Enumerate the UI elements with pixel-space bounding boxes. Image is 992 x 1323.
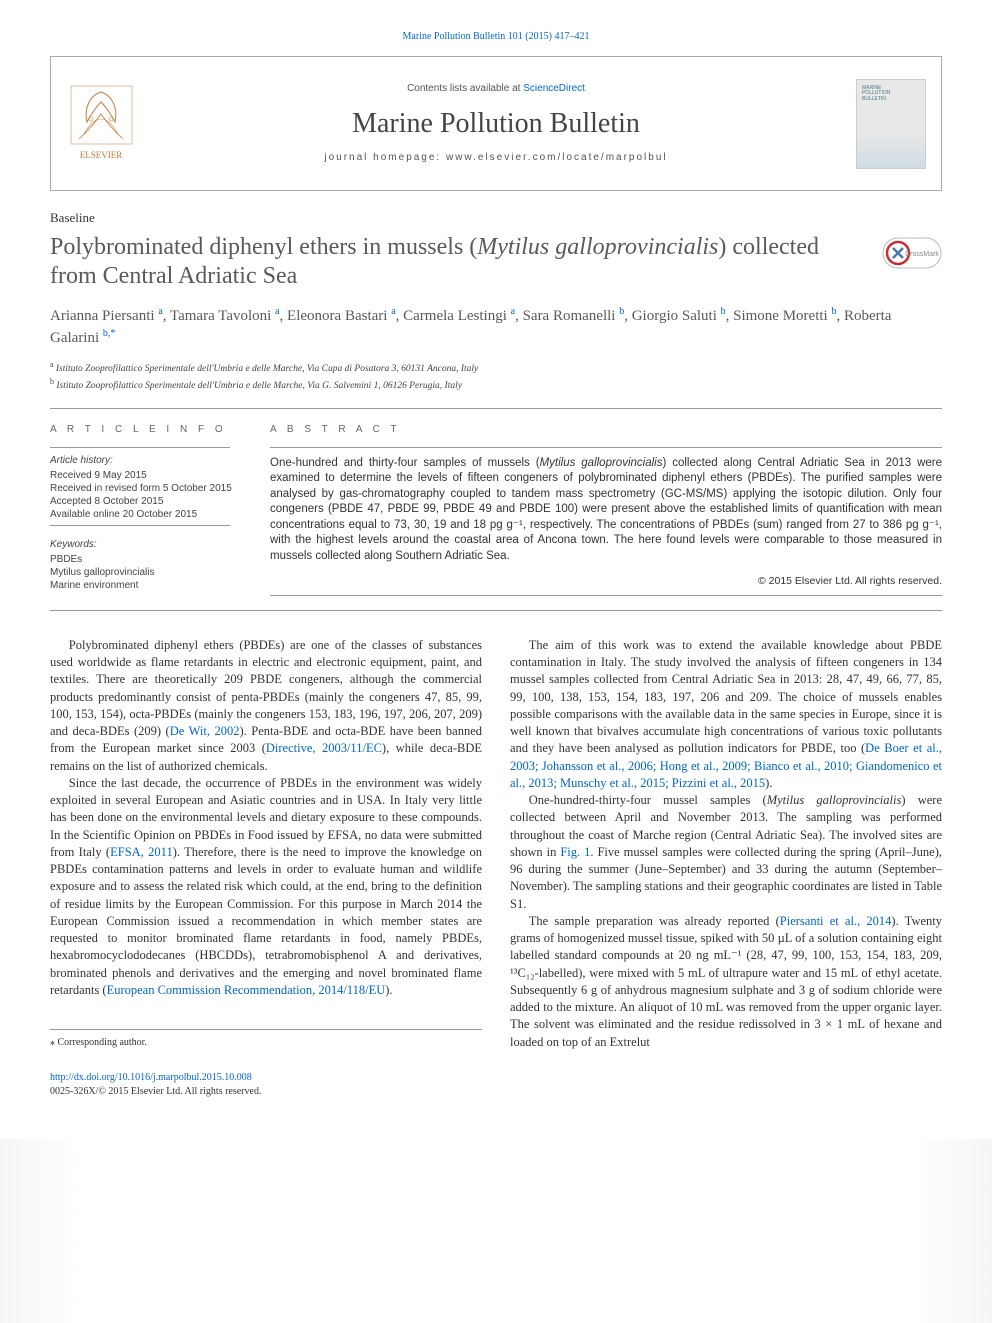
info-rule	[50, 447, 230, 448]
title-part1: Polybrominated diphenyl ethers in mussel…	[50, 234, 477, 260]
author: , Eleonora Bastari a	[280, 308, 396, 324]
doi-link[interactable]: http://dx.doi.org/10.1016/j.marpolbul.20…	[50, 1072, 252, 1083]
history-item: Received in revised form 5 October 2015	[50, 482, 250, 495]
body-paragraph: The sample preparation was already repor…	[510, 913, 942, 1051]
body-columns: Polybrominated diphenyl ethers (PBDEs) a…	[50, 637, 942, 1051]
affiliation-a: a Istituto Zooprofilattico Sperimentale …	[50, 359, 942, 376]
author: , Sara Romanelli b	[515, 308, 624, 324]
affil-sup-link[interactable]: b,*	[103, 328, 116, 339]
author: , Giorgio Saluti b	[624, 308, 725, 324]
keyword: Mytilus galloprovincialis	[50, 566, 250, 579]
body-paragraph: One-hundred-thirty-four mussel samples (…	[510, 792, 942, 913]
affiliation-b: b Istituto Zooprofilattico Sperimentale …	[50, 376, 942, 393]
article-type-label: Baseline	[50, 209, 95, 227]
abstract-rule-bottom	[270, 595, 942, 596]
keywords-heading: Keywords:	[50, 538, 250, 552]
figure-link[interactable]: Fig. 1	[560, 845, 590, 859]
affiliations: a Istituto Zooprofilattico Sperimentale …	[50, 359, 942, 394]
journal-ref-link[interactable]: Marine Pollution Bulletin 101 (2015) 417…	[403, 31, 590, 42]
header-center: Contents lists available at ScienceDirec…	[151, 57, 841, 190]
copyright-line: © 2015 Elsevier Ltd. All rights reserved…	[270, 574, 942, 589]
keyword: PBDEs	[50, 553, 250, 566]
abstract-box: A B S T R A C T One-hundred and thirty-f…	[270, 423, 942, 596]
footer-bottom: http://dx.doi.org/10.1016/j.marpolbul.20…	[50, 1071, 942, 1099]
crossmark-icon[interactable]: CrossMark	[882, 233, 942, 273]
svg-text:CrossMark: CrossMark	[905, 251, 939, 258]
author: Arianna Piersanti a	[50, 308, 163, 324]
title-row: Polybrominated diphenyl ethers in mussel…	[50, 233, 942, 291]
abstract-heading: A B S T R A C T	[270, 423, 942, 437]
svg-text:ELSEVIER: ELSEVIER	[79, 150, 122, 160]
history-item: Accepted 8 October 2015	[50, 495, 250, 508]
section-rule	[50, 408, 942, 409]
body-paragraph: Since the last decade, the occurrence of…	[50, 775, 482, 999]
sciencedirect-link[interactable]: ScienceDirect	[523, 83, 585, 94]
column-left: Polybrominated diphenyl ethers (PBDEs) a…	[50, 637, 482, 1051]
journal-homepage: journal homepage: www.elsevier.com/locat…	[151, 151, 841, 165]
article-info-heading: A R T I C L E I N F O	[50, 423, 250, 437]
cover-text: MARINE POLLUTION BULLETIN	[862, 86, 890, 103]
section-rule	[50, 610, 942, 611]
page-container: Marine Pollution Bulletin 101 (2015) 417…	[0, 0, 992, 1139]
history-item: Received 9 May 2015	[50, 469, 250, 482]
contents-prefix: Contents lists available at	[407, 83, 523, 94]
journal-name: Marine Pollution Bulletin	[151, 104, 841, 143]
citation-link[interactable]: European Commission Recommendation, 2014…	[107, 983, 386, 997]
history-item: Available online 20 October 2015	[50, 508, 250, 521]
column-right: The aim of this work was to extend the a…	[510, 637, 942, 1051]
journal-header: ELSEVIER Contents lists available at Sci…	[50, 56, 942, 191]
journal-ref-line: Marine Pollution Bulletin 101 (2015) 417…	[50, 30, 942, 44]
article-type-row: Baseline	[50, 209, 942, 227]
info-rule	[50, 525, 230, 526]
citation-link[interactable]: Piersanti et al., 2014	[780, 914, 892, 928]
corresponding-author-note: ⁎ Corresponding author.	[50, 1029, 482, 1050]
citation-link[interactable]: De Wit, 2002	[170, 724, 240, 738]
body-paragraph: The aim of this work was to extend the a…	[510, 637, 942, 792]
title-species: Mytilus galloprovincialis	[477, 234, 718, 260]
contents-list-line: Contents lists available at ScienceDirec…	[151, 82, 841, 96]
keyword: Marine environment	[50, 579, 250, 592]
article-info-box: A R T I C L E I N F O Article history: R…	[50, 423, 270, 596]
abstract-text: One-hundred and thirty-four samples of m…	[270, 456, 942, 565]
history-heading: Article history:	[50, 454, 250, 468]
abstract-rule	[270, 447, 942, 448]
author: , Carmela Lestingi a	[396, 308, 515, 324]
authors-line: Arianna Piersanti a, Tamara Tavoloni a, …	[50, 305, 942, 349]
journal-cover-cell: MARINE POLLUTION BULLETIN	[841, 57, 941, 190]
publisher-logo-cell: ELSEVIER	[51, 57, 151, 190]
author: , Simone Moretti b	[726, 308, 837, 324]
article-title: Polybrominated diphenyl ethers in mussel…	[50, 233, 882, 291]
elsevier-logo-icon: ELSEVIER	[69, 84, 134, 164]
citation-link[interactable]: Directive, 2003/11/EC	[266, 741, 382, 755]
body-paragraph: Polybrominated diphenyl ethers (PBDEs) a…	[50, 637, 482, 775]
citation-link[interactable]: EFSA, 2011	[110, 845, 173, 859]
info-abstract-row: A R T I C L E I N F O Article history: R…	[50, 423, 942, 596]
journal-cover-icon: MARINE POLLUTION BULLETIN	[856, 79, 926, 169]
author: , Tamara Tavoloni a	[163, 308, 280, 324]
issn-line: 0025-326X/© 2015 Elsevier Ltd. All right…	[50, 1086, 261, 1097]
